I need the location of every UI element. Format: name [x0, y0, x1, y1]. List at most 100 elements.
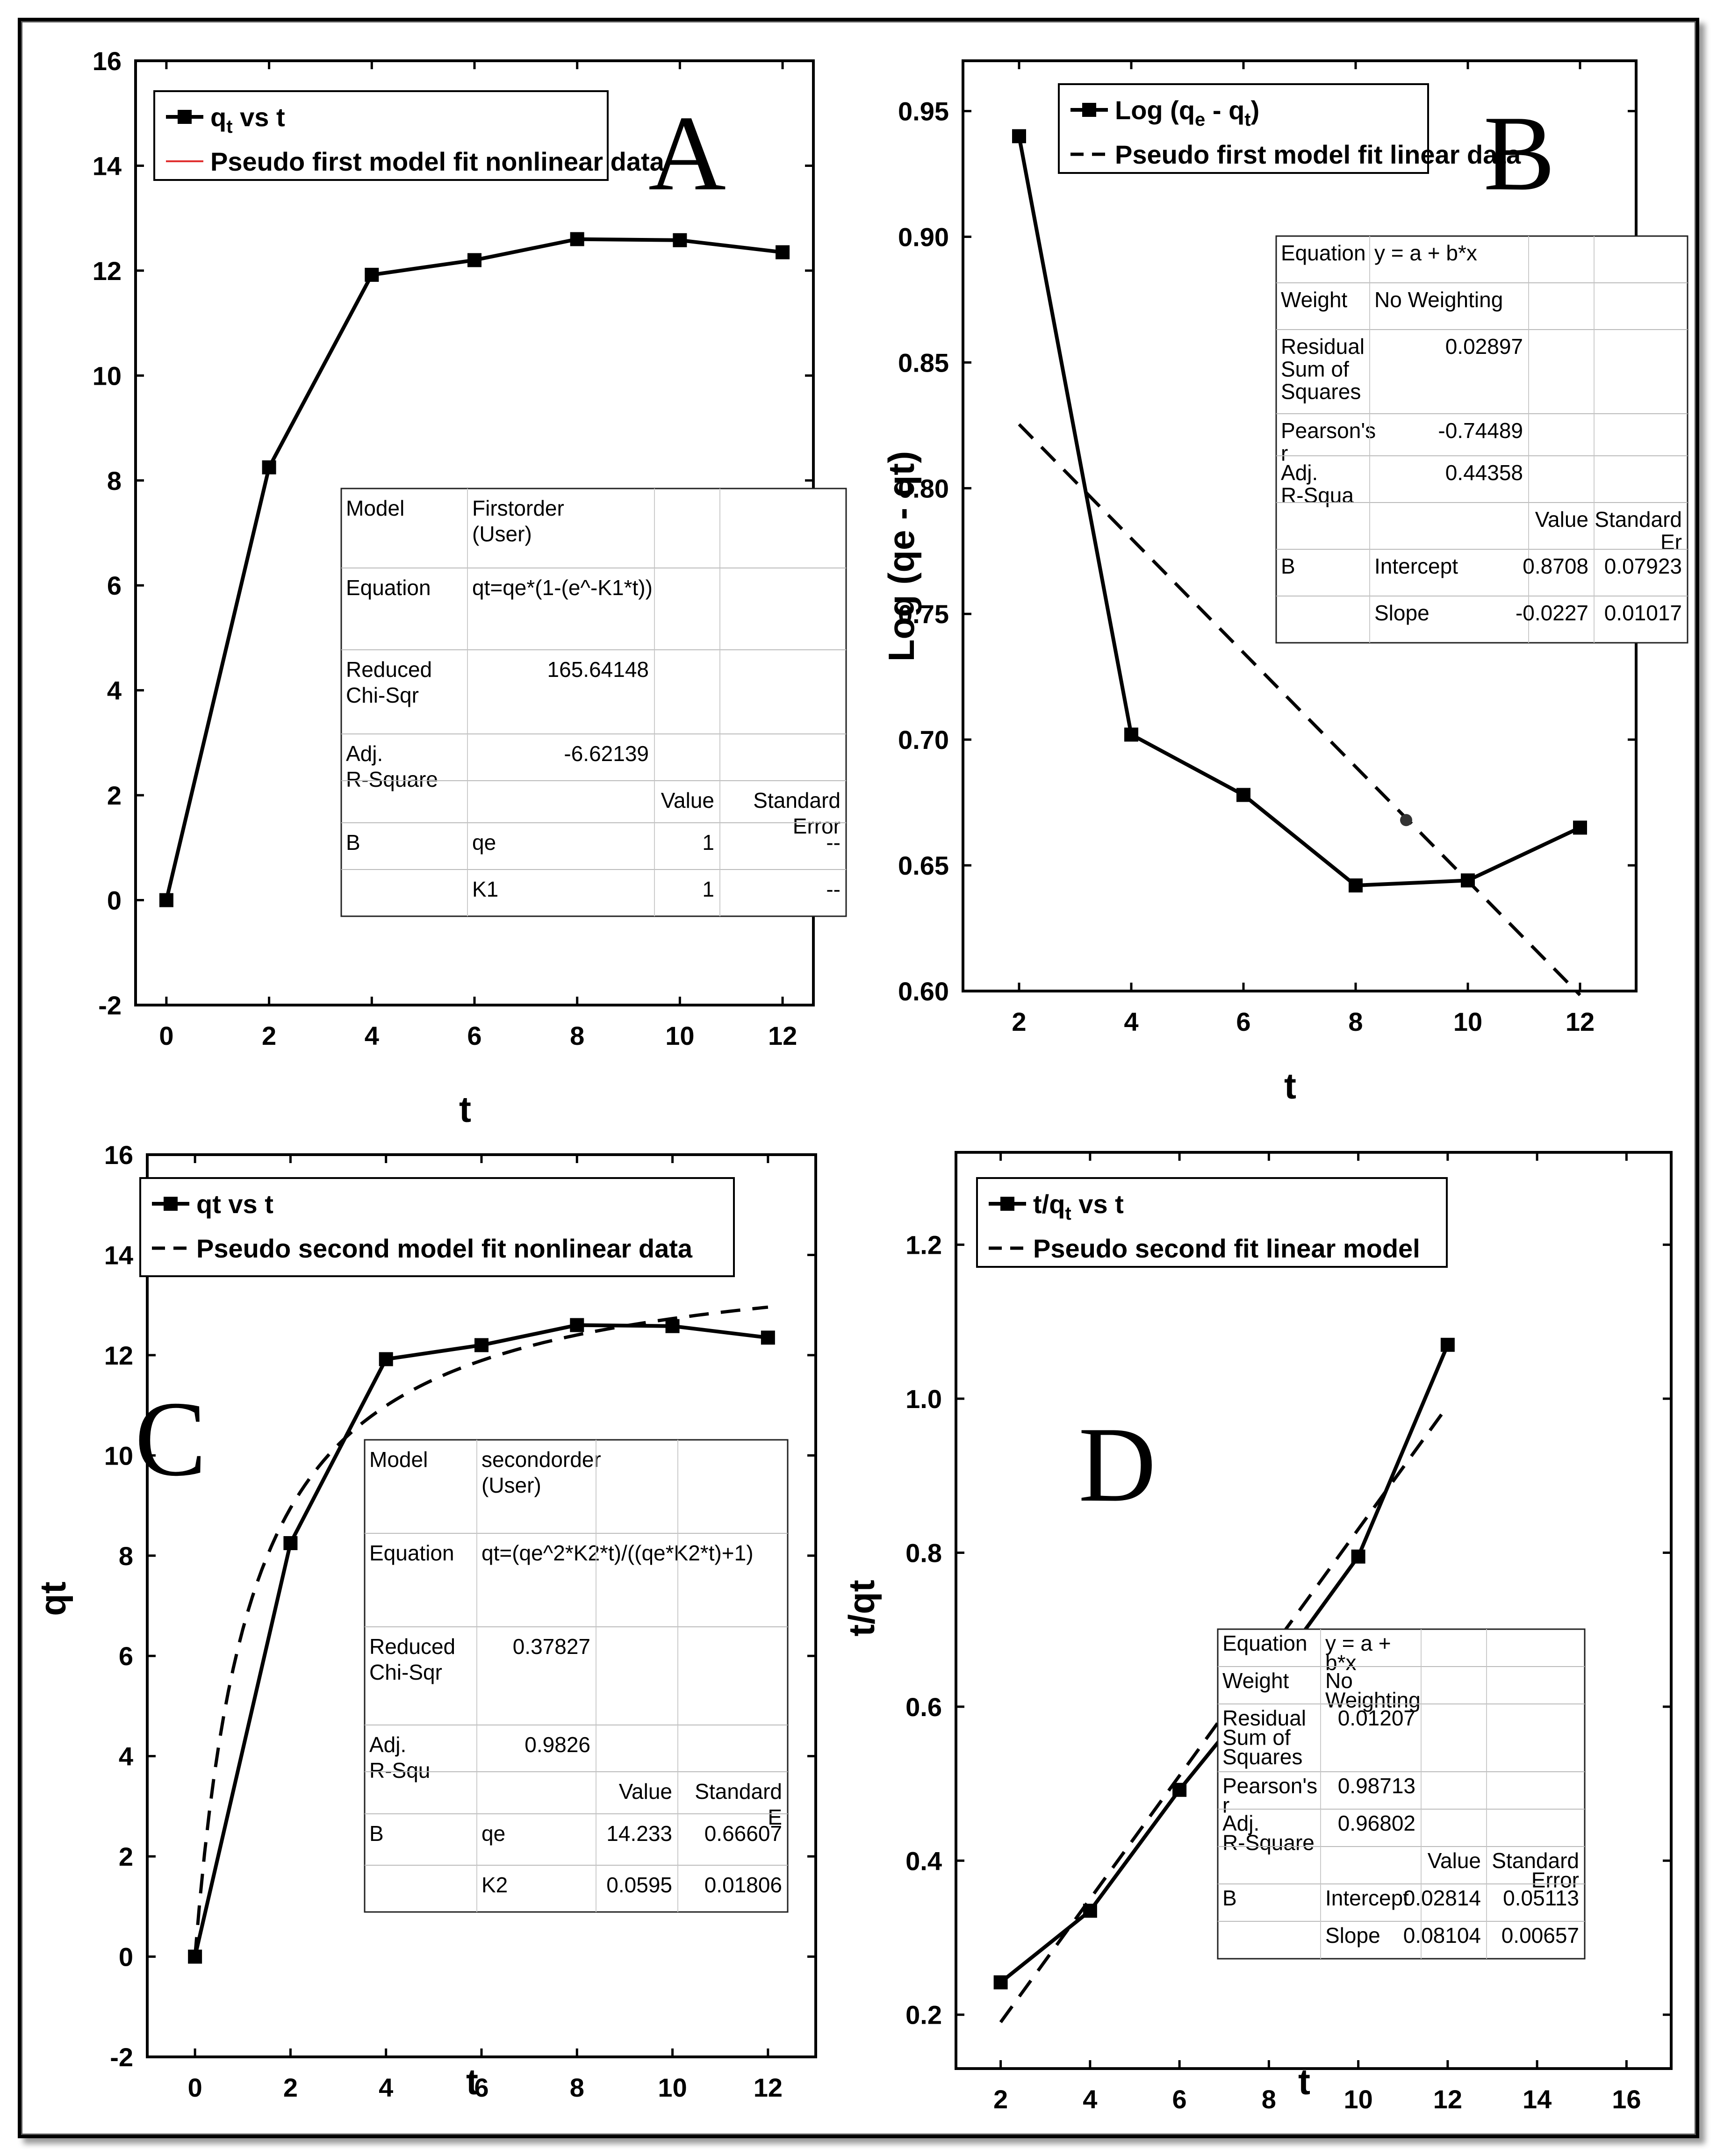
table-cell-line: Value: [1535, 507, 1588, 532]
table-cell: 0.8708: [1523, 554, 1588, 578]
x-tick-label: 10: [1453, 1007, 1482, 1036]
table-cell-line: 0.01806: [704, 1873, 782, 1897]
table-cell-line: Residual: [1281, 334, 1365, 359]
x-tick-label: 12: [1566, 1007, 1595, 1036]
x-tick-label: 14: [1523, 2084, 1552, 2114]
x-tick-label: 2: [262, 1021, 276, 1050]
table-cell-line: R-Square: [1222, 1830, 1315, 1854]
legend-box: [139, 1177, 735, 1277]
table-cell: -6.62139: [564, 741, 649, 766]
y-axis-label: Log (qe - qt): [881, 451, 922, 662]
y-tick-label: 10: [93, 361, 122, 390]
table-cell-line: y = a +: [1325, 1631, 1391, 1655]
table-cell: 0.0595: [606, 1873, 672, 1897]
table-cell-line: r: [1222, 1793, 1229, 1817]
table-cell-line: Reduced: [369, 1634, 455, 1659]
y-tick-label: 16: [93, 46, 122, 76]
table-cell-line: Weight: [1222, 1668, 1289, 1693]
legend-label: qt vs t: [196, 1189, 273, 1219]
table-cell-line: Squares: [1222, 1745, 1302, 1769]
y-tick-label: 2: [119, 1842, 133, 1871]
table-cell-line: K1: [472, 877, 498, 901]
legend-label-part: Log (q: [1115, 95, 1195, 125]
table-cell-line: 0.08104: [1403, 1923, 1481, 1948]
table-cell-line: 0.01207: [1338, 1706, 1415, 1730]
table-cell-line: 0.02897: [1445, 334, 1523, 359]
table-cell: Weight: [1281, 287, 1348, 312]
table-cell: 0.05113: [1503, 1886, 1579, 1910]
legend-box: [976, 1177, 1448, 1268]
table-cell: Standard Error: [753, 788, 841, 838]
stats-table: [364, 1439, 789, 1913]
table-cell-line: Model: [369, 1447, 428, 1472]
table-cell-line: secondorder: [481, 1447, 601, 1472]
legend-label-subscript: t: [1244, 109, 1250, 130]
table-cell-line: Equation: [369, 1541, 454, 1565]
x-tick-label: 2: [283, 2073, 298, 2102]
table-cell-line: Chi-Sqr: [369, 1660, 442, 1684]
table-cell-line: Adj.: [369, 1732, 406, 1757]
panel-d-chart: 2 4 6 8 10 12 14 160.20.40.60.81.01.2tt/qtt/qt …: [841, 1151, 1673, 2114]
legend-label-part: - q: [1205, 95, 1244, 125]
table-cell-line: B: [1222, 1886, 1237, 1910]
table-cell-line: Adj.: [346, 741, 383, 766]
legend-label-part: t/q: [1033, 1189, 1065, 1219]
x-tick-label: 4: [1083, 2084, 1097, 2114]
x-tick-label: 8: [570, 2073, 584, 2102]
table-cell-line: Intercept: [1374, 554, 1458, 578]
y-tick-label: 16: [104, 1140, 133, 1170]
table-cell: 165.64148: [547, 657, 649, 682]
table-cell-line: Weight: [1281, 287, 1348, 312]
table-cell: Pearson's r: [1281, 418, 1376, 465]
table-cell-line: Slope: [1325, 1923, 1380, 1948]
table-cell-line: Sum of: [1222, 1725, 1291, 1749]
legend-label-part: Pseudo first model fit linear data: [1115, 140, 1521, 169]
table-cell-line: 0.96802: [1338, 1811, 1415, 1835]
y-axis-label: t/qt: [841, 1580, 882, 1636]
table-cell: Firstorder (User): [472, 496, 564, 546]
table-cell: --: [826, 877, 841, 901]
table-cell: Adj. R-Square: [346, 741, 438, 791]
y-tick-label: 4: [119, 1742, 133, 1771]
table-cell: Equation: [369, 1541, 454, 1565]
x-tick-label: 8: [1262, 2084, 1276, 2114]
y-tick-label: 0.75: [898, 599, 949, 629]
table-cell: 0.00657: [1501, 1923, 1579, 1948]
y-tick-label: 0.85: [898, 348, 949, 377]
legend-label: t/qt vs t: [1033, 1189, 1124, 1224]
series-data-line: [1017, 136, 1581, 888]
x-tick-label: 6: [467, 1021, 481, 1050]
data-point-marker: [262, 460, 276, 474]
table-cell-line: y = a + b*x: [1374, 241, 1477, 265]
table-cell-line: 0.02814: [1403, 1886, 1481, 1910]
table-cell-line: r: [1281, 441, 1288, 465]
table-cell: Model: [369, 1447, 428, 1472]
data-point-marker: [379, 1352, 393, 1366]
x-tick-label: 10: [658, 2073, 687, 2102]
table-cell: B: [1281, 554, 1295, 578]
y-tick-label: -2: [98, 991, 122, 1020]
table-cell: 0.02897: [1445, 334, 1523, 359]
legend-label-part: vs t: [233, 102, 285, 132]
legend-label-part: Pseudo second fit linear model: [1033, 1234, 1420, 1263]
x-axis-label: t: [1298, 2061, 1310, 2102]
table-cell: Value: [661, 788, 714, 812]
table-cell-line: E: [768, 1805, 782, 1829]
x-tick-label: 4: [379, 2073, 393, 2102]
y-tick-label: 1.2: [905, 1230, 942, 1260]
x-tick-label: 8: [1348, 1007, 1363, 1036]
table-cell-line: Sum of: [1281, 357, 1349, 381]
data-point-marker: [673, 233, 687, 247]
table-cell: 0.44358: [1445, 460, 1523, 485]
table-cell: Adj. R-Square: [1222, 1811, 1315, 1854]
y-tick-label: 0.2: [905, 2000, 942, 2030]
panel-letter: C: [135, 1379, 206, 1498]
table-cell: qe: [481, 1821, 505, 1846]
y-tick-label: 0.6: [905, 1692, 942, 1722]
table-cell-line: Adj.: [1222, 1811, 1259, 1835]
panel-letter: A: [648, 93, 726, 213]
table-cell: 0.9826: [524, 1732, 590, 1757]
table-cell: qt=(qe^2*K2*t)/((qe*K2*t)+1): [481, 1541, 754, 1565]
data-point-marker: [474, 1338, 489, 1352]
